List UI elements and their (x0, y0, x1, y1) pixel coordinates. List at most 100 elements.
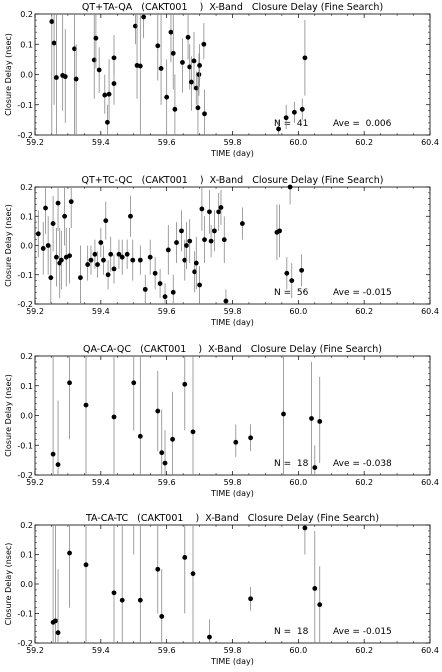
y-tick-label: 0.1 (20, 551, 33, 560)
data-point (284, 270, 290, 276)
data-point (190, 571, 196, 577)
data-point (239, 221, 245, 226)
data-point (190, 429, 196, 435)
data-point (207, 209, 212, 215)
chart-title: QT+TA-QA (CAKT001 ) X-Band Closure Delay… (82, 2, 383, 13)
data-point (187, 64, 193, 70)
data-point (218, 205, 224, 210)
data-point (85, 262, 91, 267)
data-point (92, 251, 98, 257)
data-point (155, 408, 161, 414)
data-point (170, 289, 176, 295)
data-point (184, 243, 189, 248)
data-point (199, 206, 205, 212)
x-tick-label: 60.4 (421, 307, 439, 316)
data-point (58, 257, 64, 263)
data-point (180, 60, 185, 65)
y-tick-label: -0.1 (17, 610, 33, 619)
data-point (152, 270, 158, 276)
data-point (317, 602, 323, 608)
data-point (68, 199, 74, 205)
x-tick-label: 59.4 (92, 646, 110, 655)
data-point (147, 254, 153, 260)
x-tick-label: 59.2 (26, 138, 44, 147)
data-point (197, 282, 202, 288)
y-tick-label: 0.1 (20, 212, 33, 221)
data-point (83, 402, 89, 408)
data-point (299, 106, 305, 112)
chart-panel-4: TA-CA-TC (CAKT001 ) X-Band Closure Delay… (4, 513, 439, 666)
data-point (182, 257, 188, 263)
data-point (302, 525, 308, 531)
data-point (223, 298, 229, 304)
data-point (157, 281, 163, 286)
data-point (137, 433, 143, 439)
x-tick-label: 59.8 (224, 646, 242, 655)
data-point (193, 260, 199, 266)
data-point (283, 115, 289, 121)
data-point (106, 91, 112, 97)
x-tick-label: 59.8 (224, 307, 242, 316)
data-point (111, 81, 117, 86)
data-point (96, 67, 102, 73)
data-point (164, 94, 170, 100)
data-point (172, 106, 178, 112)
data-point (62, 213, 68, 219)
data-point (111, 266, 117, 272)
data-point (309, 416, 314, 421)
data-point (276, 126, 281, 132)
data-point (302, 55, 308, 61)
data-point (108, 251, 114, 257)
data-point (111, 414, 117, 420)
data-point (211, 228, 217, 234)
data-point (98, 240, 104, 245)
data-point (312, 465, 318, 470)
data-point (207, 634, 212, 640)
y-tick-label: -0.2 (17, 639, 33, 648)
data-point (159, 450, 165, 456)
y-tick-label: 0.0 (20, 242, 33, 251)
data-point (196, 72, 202, 77)
data-point (132, 23, 138, 29)
data-point (91, 57, 97, 63)
data-point (162, 460, 168, 466)
y-axis-label: Closure Delay (nsec) (4, 543, 13, 626)
data-point (141, 14, 147, 20)
data-point (53, 254, 59, 260)
data-series (50, 356, 323, 475)
data-point (53, 75, 59, 80)
data-point (208, 238, 214, 244)
data-point (155, 566, 161, 572)
data-point (130, 257, 136, 263)
data-point (131, 380, 137, 386)
data-point (119, 254, 125, 260)
y-tick-label: 0.2 (20, 183, 33, 192)
data-point (192, 269, 198, 275)
y-tick-label: -0.1 (17, 271, 33, 280)
x-tick-label: 60.2 (355, 307, 373, 316)
x-tick-label: 59.4 (92, 478, 110, 487)
x-tick-label: 60.4 (421, 138, 439, 147)
data-point (168, 29, 174, 35)
data-point (277, 228, 282, 234)
x-tick-label: 60.0 (289, 478, 307, 487)
data-series (49, 14, 308, 135)
x-tick-label: 59.6 (158, 478, 176, 487)
data-point (233, 439, 239, 445)
x-tick-label: 59.8 (224, 138, 242, 147)
data-point (188, 79, 194, 85)
data-point (137, 63, 143, 69)
y-tick-label: 0.1 (20, 382, 33, 391)
data-point (40, 246, 46, 251)
data-point (216, 209, 222, 215)
x-tick-label: 59.4 (92, 307, 110, 316)
data-point (83, 562, 89, 568)
data-point (201, 41, 207, 47)
data-point (55, 630, 61, 636)
data-point (53, 618, 58, 624)
data-point (193, 85, 199, 91)
data-series (50, 525, 323, 643)
n-count-label: N = 56 (274, 288, 309, 298)
chart-panel-1: QT+TA-QA (CAKT001 ) X-Band Closure Delay… (4, 2, 439, 158)
